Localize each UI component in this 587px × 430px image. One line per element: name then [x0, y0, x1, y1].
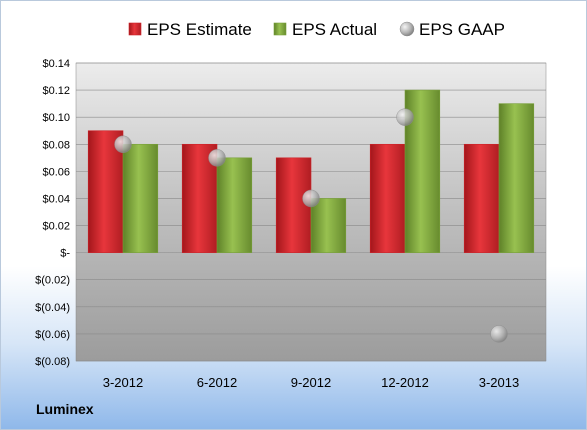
- legend-gaap-swatch: [399, 21, 415, 37]
- company-label: Luminex: [36, 401, 94, 417]
- x-category-label: 12-2012: [381, 375, 429, 390]
- y-tick-label: $(0.08): [35, 356, 70, 368]
- eps-estimate-bar: [463, 143, 500, 253]
- y-tick-label: $0.04: [42, 193, 70, 205]
- gaap-points: [114, 108, 508, 343]
- y-axis-tick-labels: $0.14 $0.12 $0.10 $0.08 $0.06 $0.04 $0.02 $- $(0…: [35, 58, 70, 368]
- y-tick-label: $0.10: [42, 112, 70, 124]
- eps-gaap-point: [396, 108, 414, 126]
- legend: EPS Estimate EPS Actual EPS GAAP: [128, 20, 505, 39]
- x-axis-category-labels: 3-2012 6-2012 9-2012 12-2012 3-2013: [103, 375, 519, 390]
- eps-gaap-point: [302, 189, 320, 208]
- y-tick-label: $0.08: [42, 139, 70, 151]
- x-category-label: 9-2012: [291, 375, 331, 390]
- legend-actual-swatch: [273, 22, 287, 36]
- x-category-label: 3-2012: [103, 375, 143, 390]
- eps-gaap-point: [208, 149, 226, 167]
- eps-gaap-point: [490, 325, 508, 343]
- y-tick-label: $-: [60, 248, 70, 260]
- eps-actual-bar: [122, 143, 159, 253]
- eps-estimate-bar: [275, 157, 312, 253]
- y-tick-label: $0.12: [42, 85, 70, 97]
- y-tick-label: $(0.04): [35, 302, 70, 314]
- eps-estimate-bar: [87, 130, 124, 253]
- legend-estimate-swatch: [128, 22, 142, 36]
- eps-estimate-bar: [369, 143, 406, 253]
- y-tick-label: $0.06: [42, 166, 70, 178]
- legend-actual-label: EPS Actual: [292, 20, 377, 39]
- legend-estimate-label: EPS Estimate: [147, 20, 252, 39]
- y-tick-label: $(0.06): [35, 329, 70, 341]
- eps-actual-bar: [216, 157, 253, 253]
- legend-gaap-label: EPS GAAP: [419, 20, 505, 39]
- eps-actual-bar: [498, 103, 535, 253]
- x-category-label: 6-2012: [197, 375, 237, 390]
- eps-gaap-point: [114, 135, 132, 154]
- x-category-label: 3-2013: [479, 375, 519, 390]
- y-tick-label: $(0.02): [35, 275, 70, 287]
- y-tick-label: $0.02: [42, 221, 70, 233]
- eps-actual-bar: [310, 198, 347, 253]
- y-tick-label: $0.14: [42, 58, 70, 70]
